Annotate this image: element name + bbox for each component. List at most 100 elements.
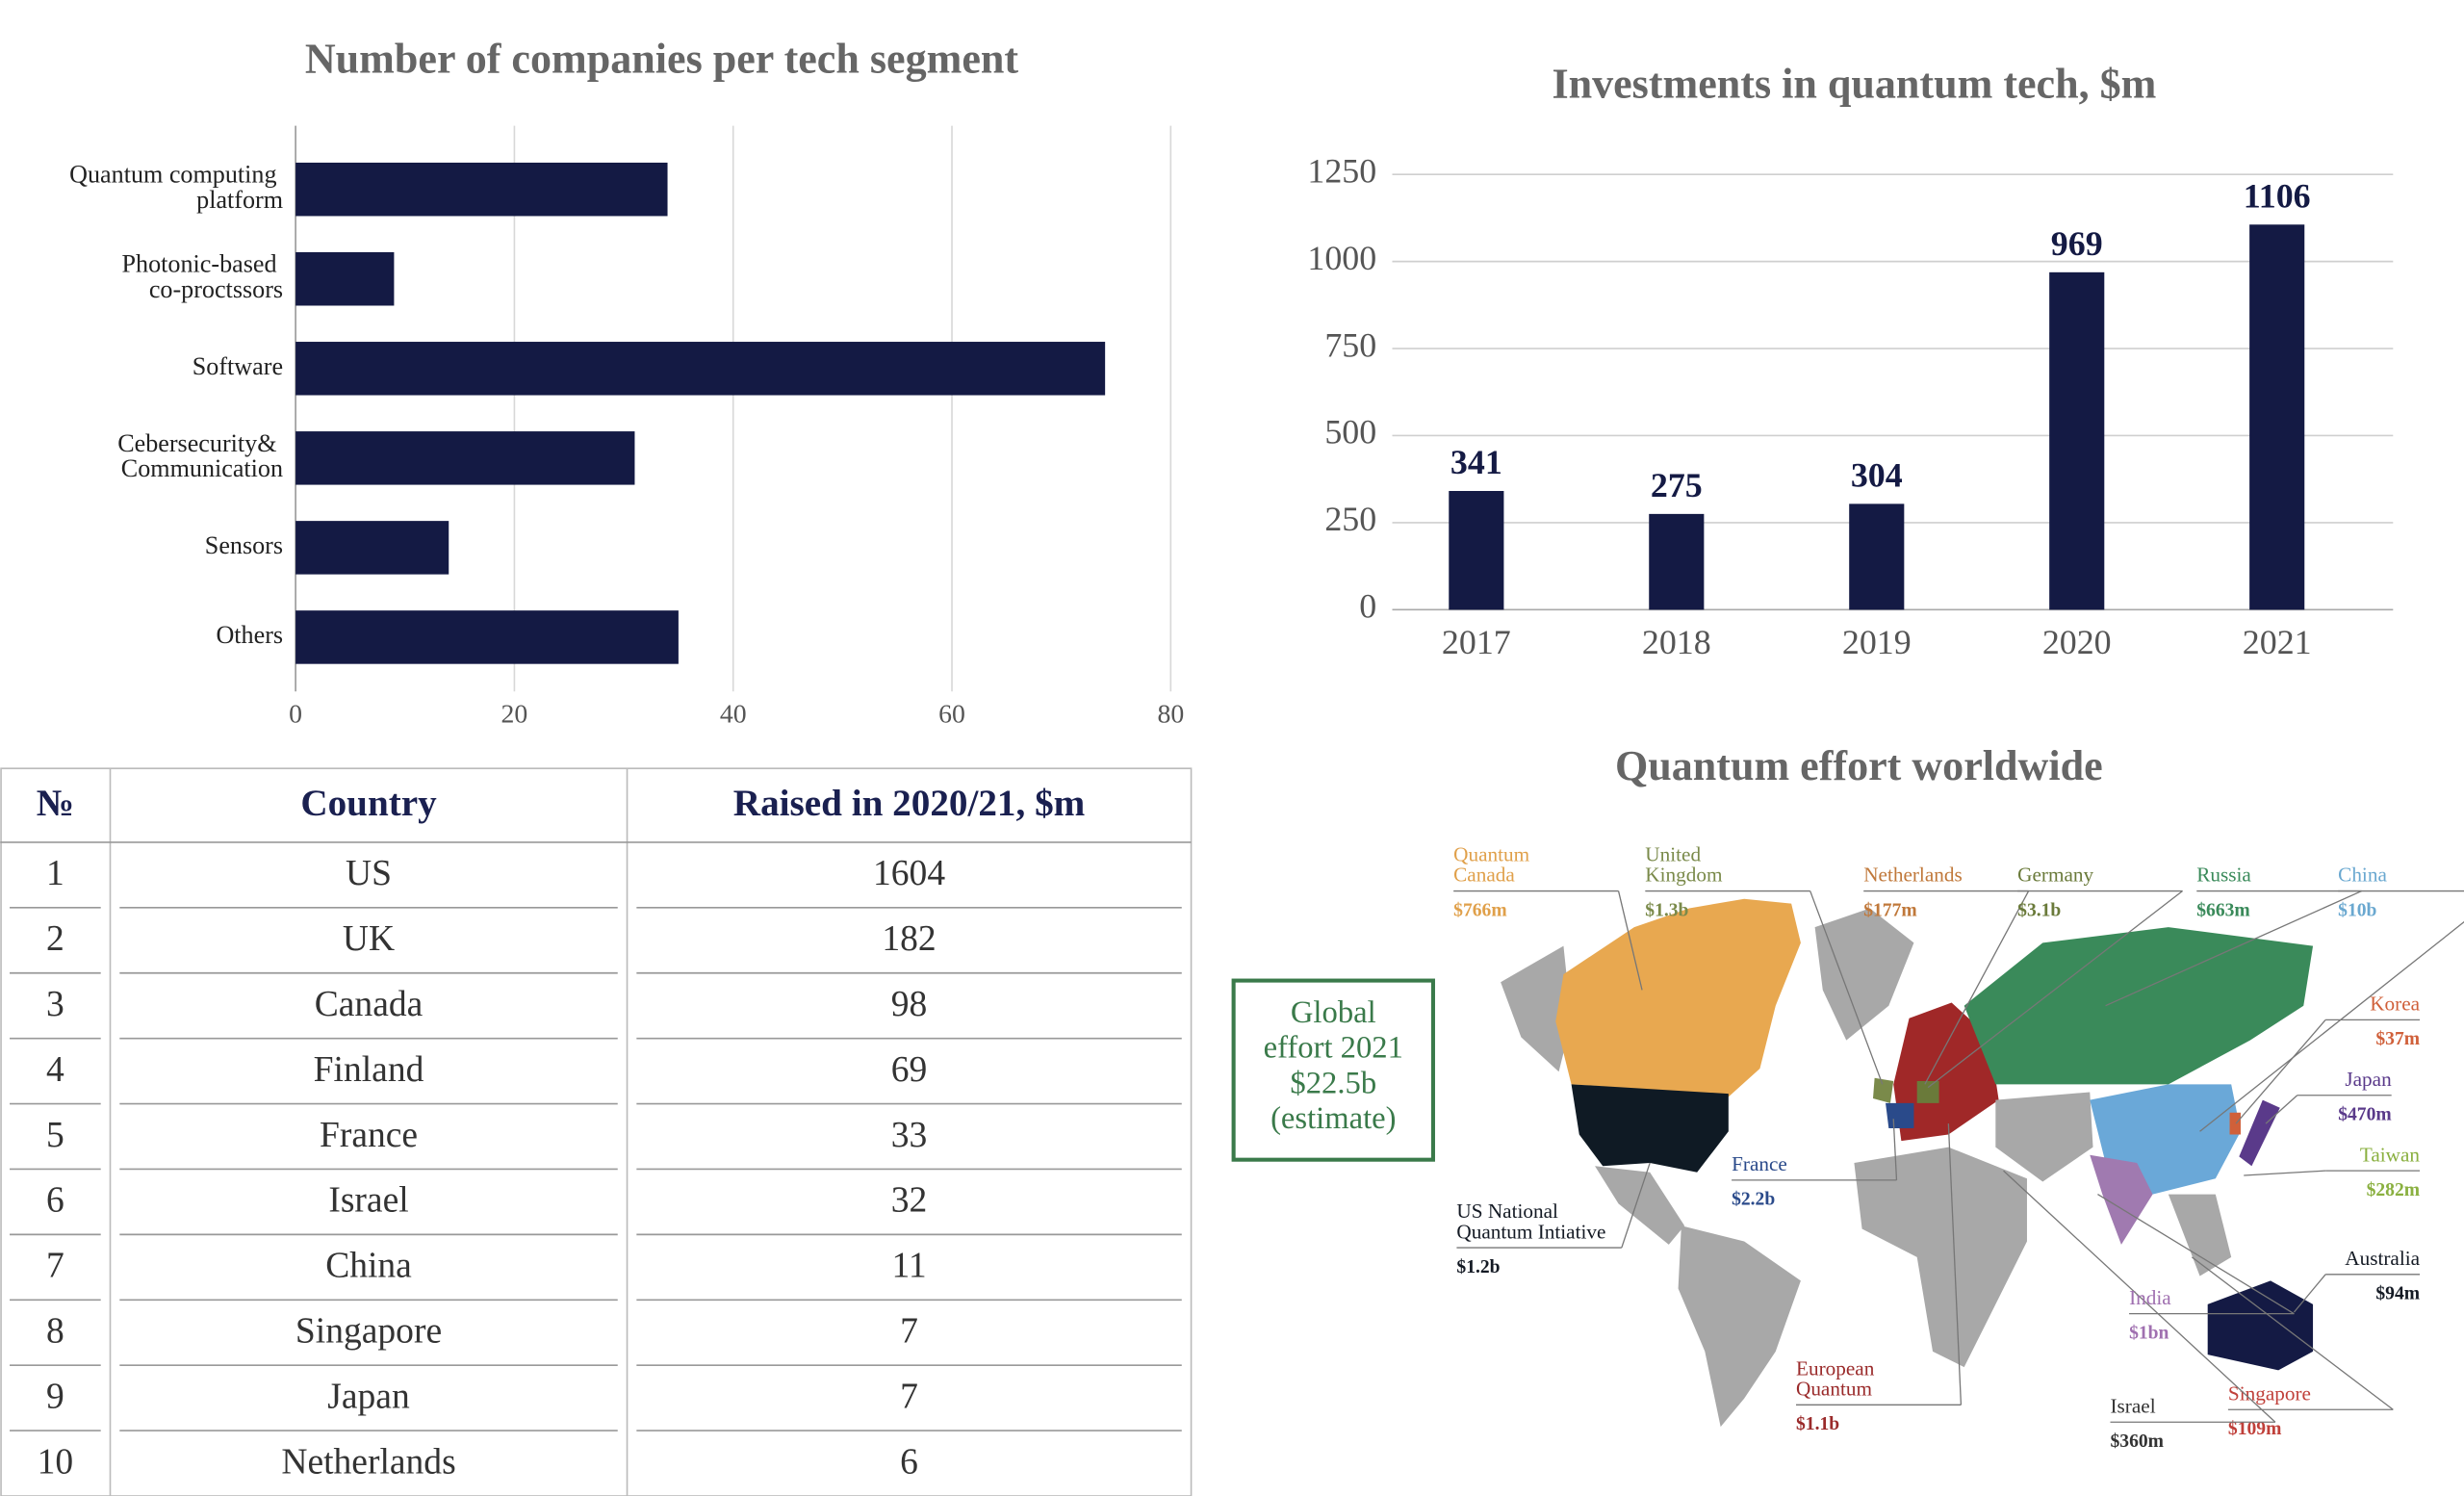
x-tick-label: 2018 [1642,623,1711,661]
table-cell: 7 [900,1377,918,1416]
map-label-amount: $10b [2338,900,2376,920]
table-cell: 1 [46,854,64,893]
leader-line [2199,920,2464,1132]
australia [2207,1280,2314,1371]
table-cell: Netherlands [281,1442,455,1482]
india [2090,1154,2153,1245]
y-tick-label: 1250 [1307,151,1376,190]
y-tick-label: Software [192,352,283,380]
table-header: Country [300,783,437,824]
table-cell: 6 [46,1181,64,1221]
map-label-name: Korea [2370,993,2420,1016]
map-label-name: Singapore [2228,1381,2311,1405]
y-tick-label: 750 [1324,325,1376,364]
bar [1449,491,1504,610]
table-cell: Finland [314,1050,424,1090]
table-cell: France [320,1116,418,1155]
table-cell: US [346,854,392,893]
bar [2249,224,2305,610]
map-label-amount: $282m [2367,1180,2420,1200]
map-label-name: United [1645,843,1701,866]
table-header: № [37,783,74,824]
map-label-name: Japan [2345,1068,2392,1091]
table-cell: 9 [46,1377,64,1416]
x-tick-label: 60 [938,700,965,730]
x-tick-label: 40 [720,700,747,730]
x-tick-label: 20 [501,700,528,730]
map-label-amount: $1.2b [1456,1257,1500,1277]
leader-line [2191,1256,2394,1410]
bar [295,162,668,217]
greenland [1814,908,1914,1041]
table-cell: 98 [891,985,928,1024]
map-label-name: Russia [2196,864,2251,887]
table-cell: 10 [38,1442,74,1482]
canada [1555,898,1801,1097]
map-label-name: Quantum Intiative [1456,1220,1605,1243]
table-header: Raised in 2020/21, $m [733,783,1085,824]
leader-line [2105,890,2362,1007]
table-cell: Japan [327,1377,410,1416]
y-tick-label: Quantum computing platform [69,161,283,214]
leader-line [1924,890,2030,1085]
map-label-name: China [2338,864,2387,887]
callout-text: effort 2021 [1264,1031,1403,1066]
value-label: 275 [1651,466,1703,504]
callout-box [1231,978,1435,1162]
uk [1873,1077,1894,1103]
x-tick-label: 0 [289,700,302,730]
europe [1893,1002,1999,1142]
table-cell: Singapore [295,1311,442,1351]
y-tick-label: 1000 [1307,239,1376,277]
table-cell: UK [343,919,395,959]
bar [295,342,1106,396]
map-label-name: Germany [2017,864,2093,887]
russia [1964,927,2314,1085]
leader-line [2244,1170,2326,1176]
leader-line [1617,890,1643,991]
bar [295,431,635,485]
map-title: Quantum effort worldwide [1615,742,2103,789]
table-cell: 3 [46,985,64,1024]
south-america [1678,1225,1801,1428]
leader-line [1947,1123,1963,1406]
bar [1849,503,1905,610]
table-cell: 7 [46,1247,64,1286]
table-cell: 6 [900,1442,918,1482]
table-cell: 1604 [873,854,945,893]
map-label-amount: $1.3b [1645,900,1688,920]
map-label-amount: $177m [1863,900,1916,920]
x-tick-label: 2020 [2042,623,2112,661]
bar [295,610,679,664]
table-cell: 32 [891,1181,928,1221]
leader-line [2003,1170,2276,1423]
y-tick-label: 500 [1324,413,1376,451]
map-label-name: France [1732,1152,1787,1175]
map-label-name: Quantum [1796,1378,1872,1401]
table-cell: 4 [46,1050,64,1090]
leader-line [1810,890,1884,1085]
leader-line [1927,890,2183,1089]
y-tick-label: Sensors [205,531,283,559]
callout-text: Global [1291,995,1376,1030]
map-label-name: India [2129,1286,2171,1309]
table-frame [0,767,1193,1496]
leader-line [2265,1095,2298,1124]
map-label-amount: $2.2b [1732,1190,1775,1210]
map-label-amount: $109m [2228,1419,2281,1439]
japan [2239,1099,2280,1167]
table-cell: 11 [891,1247,926,1286]
leader-line [2293,1274,2326,1313]
y-tick-label: Others [216,621,283,649]
map-label-name: Israel [2110,1394,2155,1417]
table-cell: China [325,1247,412,1286]
leader-line [1621,1162,1651,1249]
leader-line [1892,1119,1898,1180]
se-asia [2168,1194,2232,1277]
table-cell: Israel [328,1181,408,1221]
leader-line [2097,1194,2295,1315]
y-tick-label: 0 [1359,587,1376,626]
map-label-amount: $94m [2375,1284,2420,1304]
